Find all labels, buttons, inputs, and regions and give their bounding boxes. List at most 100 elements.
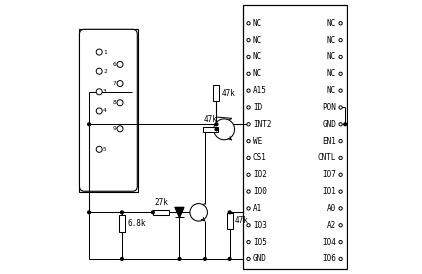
Text: NC: NC bbox=[327, 52, 336, 61]
Circle shape bbox=[203, 258, 206, 260]
Circle shape bbox=[117, 81, 123, 87]
Circle shape bbox=[339, 139, 342, 143]
Circle shape bbox=[339, 241, 342, 244]
Circle shape bbox=[178, 258, 181, 260]
Text: 47k: 47k bbox=[235, 216, 249, 225]
Circle shape bbox=[247, 106, 250, 109]
Text: 47k: 47k bbox=[203, 115, 217, 124]
Text: IO4: IO4 bbox=[322, 238, 336, 247]
Text: A0: A0 bbox=[327, 204, 336, 213]
Circle shape bbox=[215, 123, 218, 126]
FancyBboxPatch shape bbox=[79, 29, 137, 191]
Text: 4: 4 bbox=[103, 109, 107, 113]
Circle shape bbox=[228, 258, 231, 260]
Circle shape bbox=[247, 224, 250, 227]
Text: EN1: EN1 bbox=[322, 137, 336, 145]
Text: 2: 2 bbox=[103, 69, 107, 74]
Circle shape bbox=[247, 241, 250, 244]
Circle shape bbox=[344, 123, 346, 126]
Text: INT2: INT2 bbox=[253, 120, 271, 129]
Text: NC: NC bbox=[327, 86, 336, 95]
Circle shape bbox=[247, 89, 250, 92]
Text: 8: 8 bbox=[112, 100, 116, 105]
Text: A2: A2 bbox=[327, 221, 336, 230]
Bar bbox=[227, 213, 233, 229]
Text: GND: GND bbox=[322, 120, 336, 129]
Circle shape bbox=[339, 38, 342, 42]
Circle shape bbox=[339, 257, 342, 261]
Text: 27k: 27k bbox=[154, 198, 168, 207]
Circle shape bbox=[228, 211, 231, 214]
Text: NC: NC bbox=[253, 52, 262, 61]
Text: IO3: IO3 bbox=[253, 221, 267, 230]
Circle shape bbox=[247, 190, 250, 193]
Circle shape bbox=[247, 55, 250, 59]
Text: 1: 1 bbox=[103, 50, 107, 55]
Text: 7: 7 bbox=[112, 81, 116, 86]
Circle shape bbox=[121, 211, 123, 214]
Circle shape bbox=[121, 258, 123, 260]
Circle shape bbox=[117, 100, 123, 106]
Circle shape bbox=[339, 22, 342, 25]
Circle shape bbox=[339, 156, 342, 159]
Circle shape bbox=[247, 207, 250, 210]
Text: NC: NC bbox=[327, 19, 336, 28]
Circle shape bbox=[88, 211, 90, 214]
Text: IO7: IO7 bbox=[322, 170, 336, 179]
Circle shape bbox=[247, 38, 250, 42]
Text: 6.8k: 6.8k bbox=[127, 219, 146, 228]
Circle shape bbox=[96, 146, 102, 152]
Circle shape bbox=[339, 72, 342, 75]
Circle shape bbox=[96, 49, 102, 55]
Text: CNTL: CNTL bbox=[318, 153, 336, 162]
Circle shape bbox=[339, 190, 342, 193]
Bar bbox=[79, 29, 138, 192]
Circle shape bbox=[117, 61, 123, 67]
Circle shape bbox=[88, 123, 90, 126]
Text: IO0: IO0 bbox=[253, 187, 267, 196]
Text: 47k: 47k bbox=[222, 89, 235, 98]
Bar bbox=[214, 85, 219, 101]
Text: 5: 5 bbox=[103, 147, 107, 152]
Text: NC: NC bbox=[327, 36, 336, 45]
Circle shape bbox=[117, 126, 123, 132]
Text: IO1: IO1 bbox=[322, 187, 336, 196]
Circle shape bbox=[339, 55, 342, 59]
Circle shape bbox=[247, 123, 250, 126]
Bar bbox=[243, 5, 346, 269]
Circle shape bbox=[339, 106, 342, 109]
Circle shape bbox=[214, 119, 235, 140]
Text: NC: NC bbox=[253, 69, 262, 78]
Circle shape bbox=[339, 207, 342, 210]
Circle shape bbox=[215, 128, 218, 131]
Text: ID: ID bbox=[253, 103, 262, 112]
Text: CS1: CS1 bbox=[253, 153, 267, 162]
Text: 6: 6 bbox=[112, 62, 116, 67]
Circle shape bbox=[96, 89, 102, 95]
Text: GND: GND bbox=[253, 255, 267, 263]
Text: NC: NC bbox=[327, 69, 336, 78]
Circle shape bbox=[96, 108, 102, 114]
Polygon shape bbox=[175, 207, 184, 217]
Text: PON: PON bbox=[322, 103, 336, 112]
Circle shape bbox=[247, 156, 250, 159]
Bar bbox=[153, 210, 169, 215]
Bar bbox=[119, 215, 125, 232]
Text: IO2: IO2 bbox=[253, 170, 267, 179]
Text: 9: 9 bbox=[112, 126, 116, 131]
Text: IO5: IO5 bbox=[253, 238, 267, 247]
Circle shape bbox=[247, 139, 250, 143]
Circle shape bbox=[247, 72, 250, 75]
Text: IO6: IO6 bbox=[322, 255, 336, 263]
Text: 3: 3 bbox=[103, 89, 107, 94]
Circle shape bbox=[247, 173, 250, 176]
Text: NC: NC bbox=[253, 36, 262, 45]
Circle shape bbox=[178, 211, 181, 214]
Bar bbox=[203, 127, 219, 132]
Circle shape bbox=[247, 257, 250, 261]
Circle shape bbox=[339, 173, 342, 176]
Circle shape bbox=[96, 68, 102, 74]
Text: A15: A15 bbox=[253, 86, 267, 95]
Text: WE: WE bbox=[253, 137, 262, 145]
Circle shape bbox=[247, 22, 250, 25]
